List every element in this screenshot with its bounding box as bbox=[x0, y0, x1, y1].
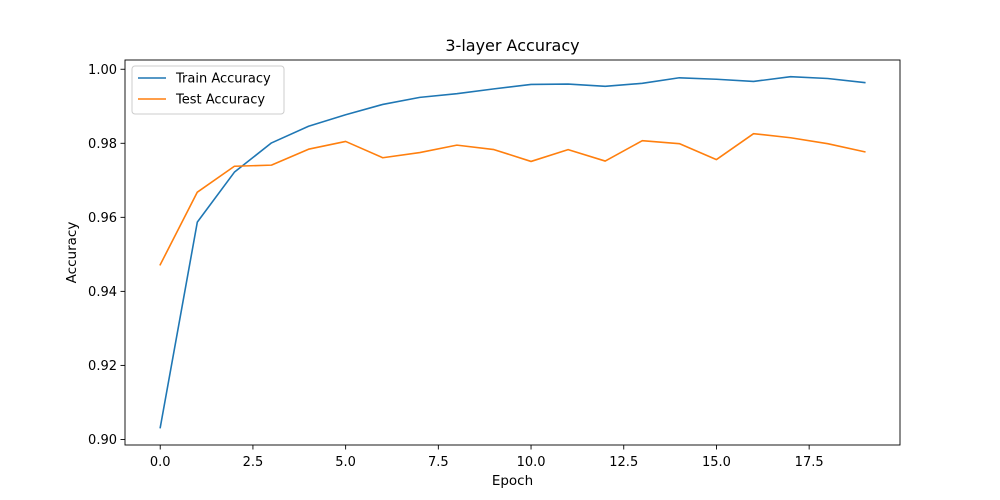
x-tick-label: 5.0 bbox=[335, 455, 356, 470]
legend: Train Accuracy Test Accuracy bbox=[131, 65, 285, 115]
legend-label-test: Test Accuracy bbox=[175, 93, 265, 108]
legend-box bbox=[131, 65, 285, 115]
y-tick-label: 0.94 bbox=[88, 285, 117, 300]
y-axis-label: Accuracy bbox=[64, 222, 80, 284]
plot-frame bbox=[124, 59, 901, 446]
legend-label-train: Train Accuracy bbox=[175, 72, 271, 87]
x-axis-label: Epoch bbox=[492, 473, 533, 489]
x-axis: 0.0 2.5 5.0 7.5 10.0 12.5 15.0 17.5 bbox=[150, 445, 824, 470]
y-tick-label: 0.98 bbox=[88, 137, 117, 152]
y-tick-label: 0.92 bbox=[88, 359, 117, 374]
y-axis: 0.90 0.92 0.94 0.96 0.98 1.00 bbox=[88, 63, 125, 448]
train-accuracy-line bbox=[159, 75, 866, 429]
plot-area bbox=[124, 59, 901, 446]
chart-title: 3-layer Accuracy bbox=[445, 36, 579, 55]
y-tick-label: 0.96 bbox=[88, 211, 117, 226]
y-tick-label: 0.90 bbox=[88, 433, 117, 448]
test-accuracy-line bbox=[159, 132, 866, 266]
x-tick-label: 15.0 bbox=[702, 455, 731, 470]
x-tick-label: 10.0 bbox=[517, 455, 546, 470]
y-tick-label: 1.00 bbox=[88, 63, 117, 78]
x-tick-label: 12.5 bbox=[609, 455, 638, 470]
x-tick-label: 2.5 bbox=[243, 455, 264, 470]
series-layer bbox=[159, 75, 866, 429]
x-tick-label: 0.0 bbox=[150, 455, 171, 470]
plot-background bbox=[125, 60, 900, 445]
x-tick-label: 17.5 bbox=[795, 455, 824, 470]
x-tick-label: 7.5 bbox=[428, 455, 449, 470]
